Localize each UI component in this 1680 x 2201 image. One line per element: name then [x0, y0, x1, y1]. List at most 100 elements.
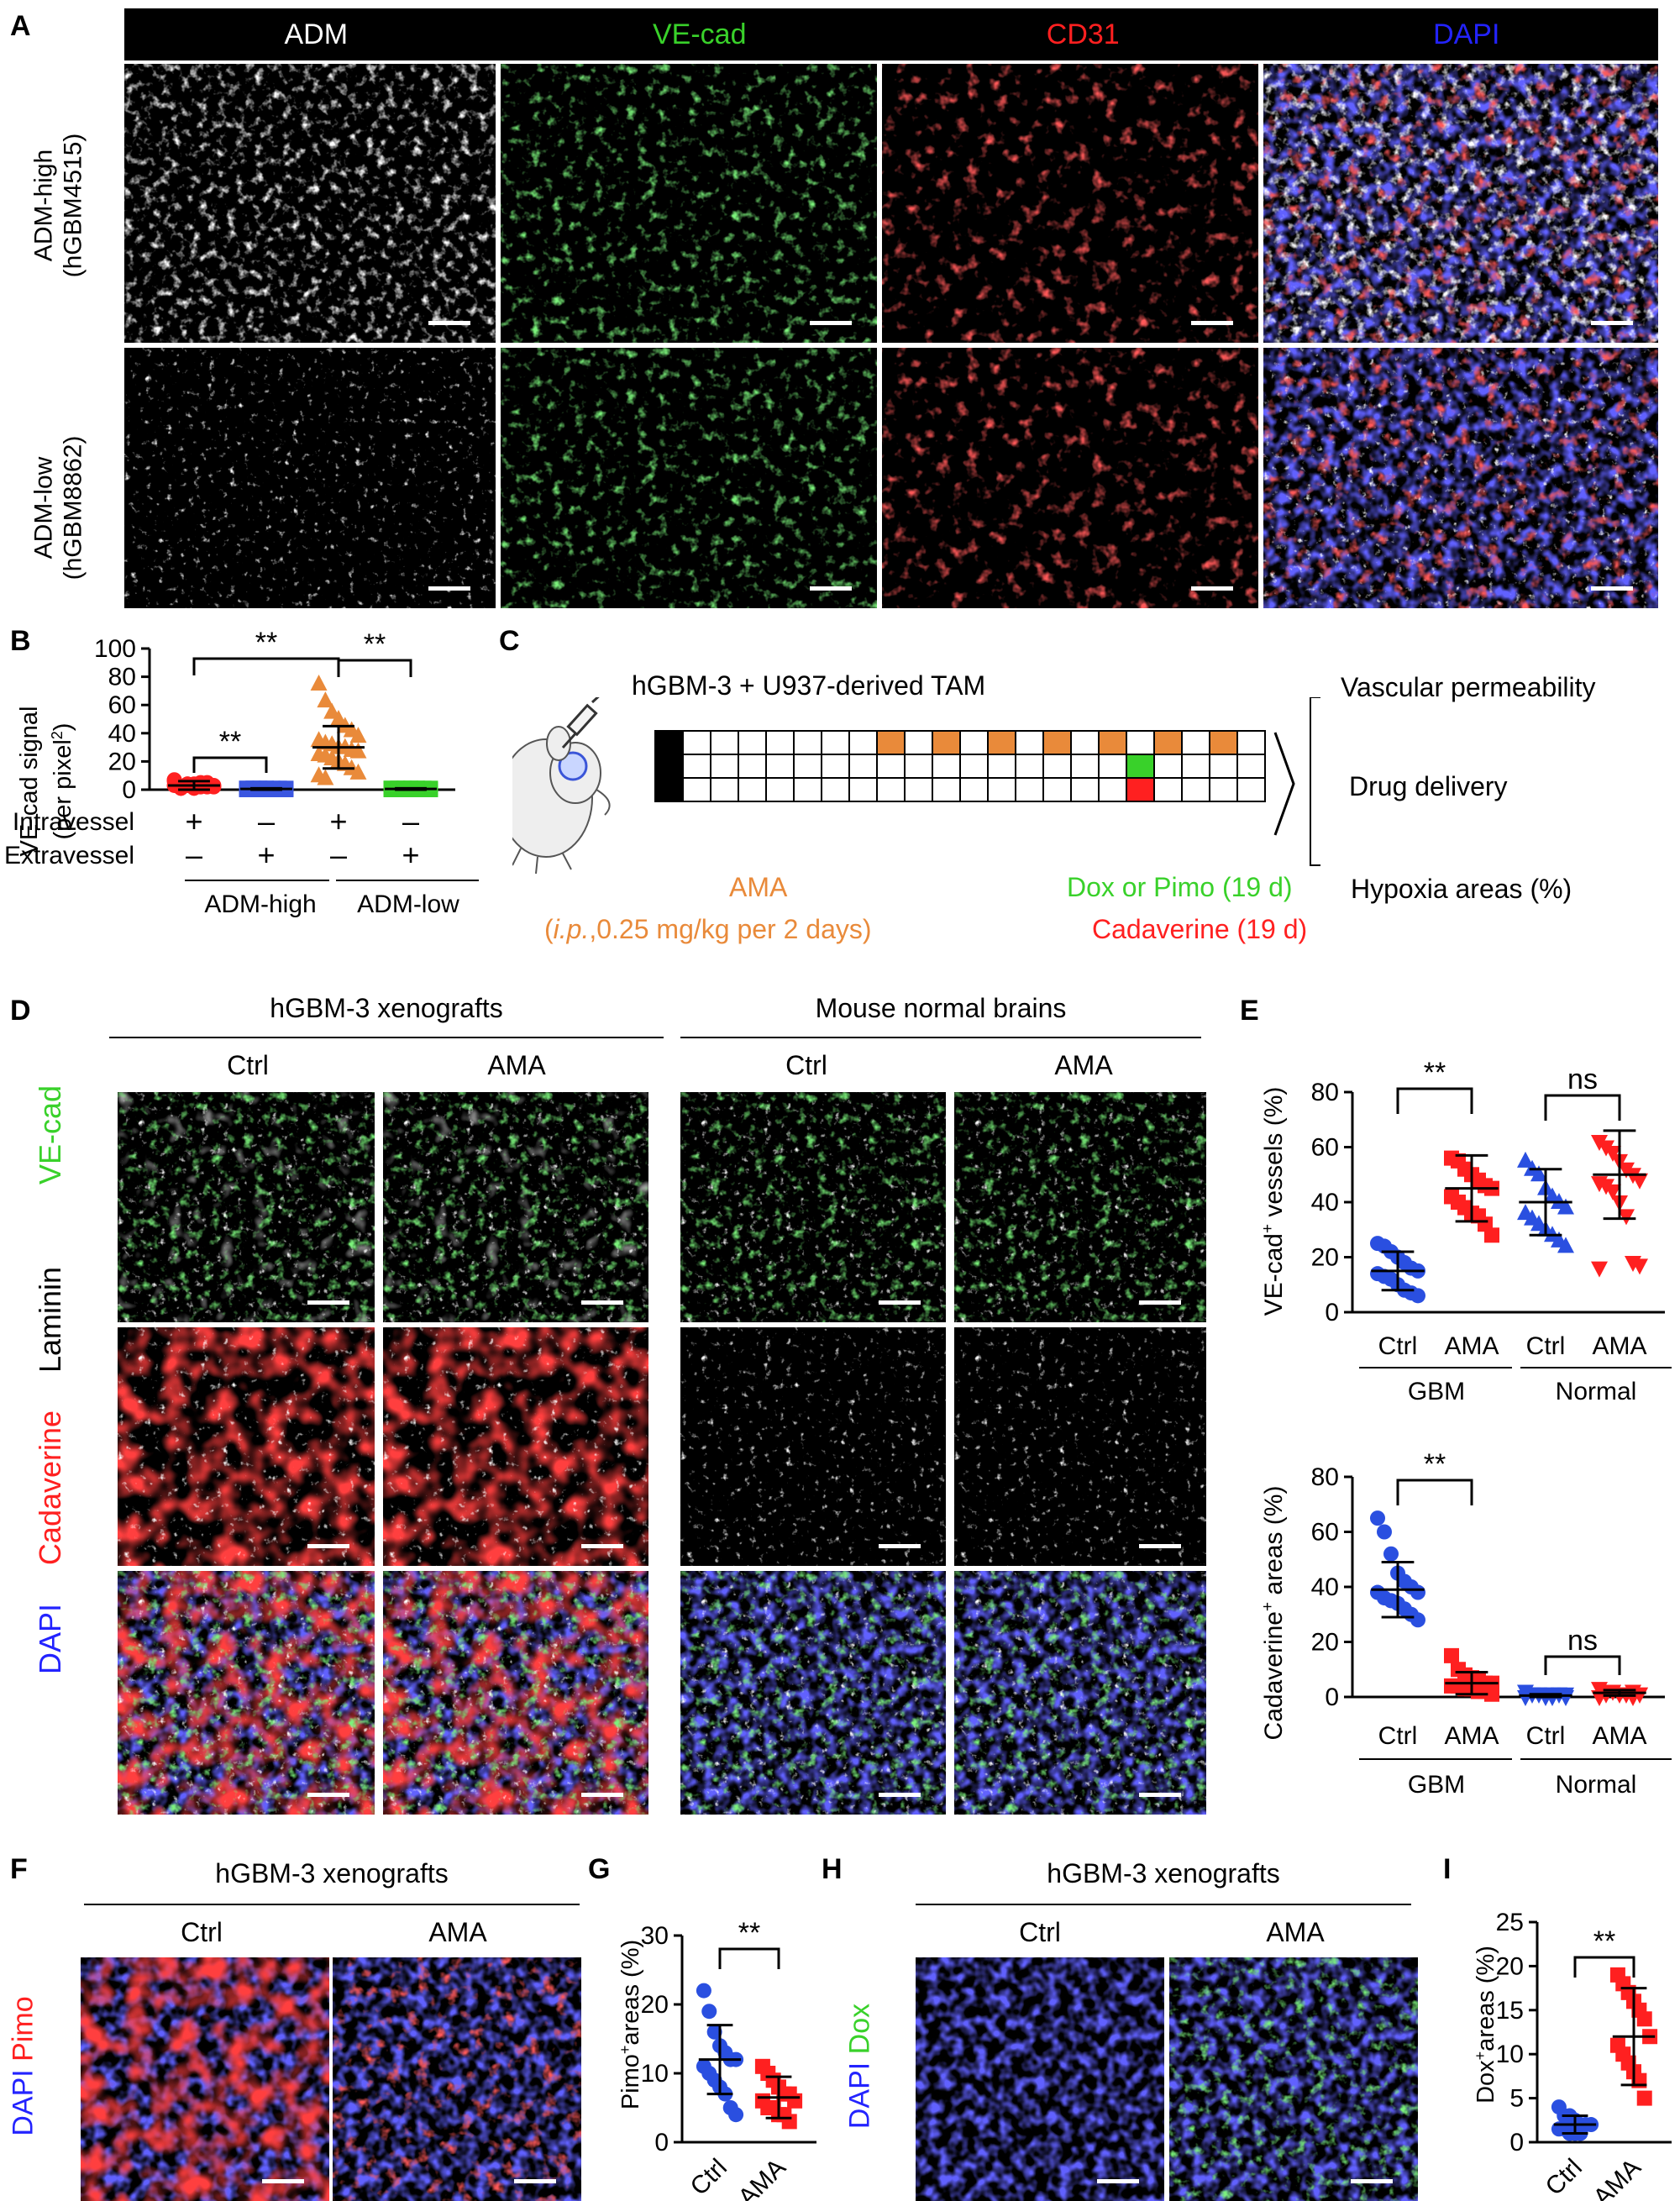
panel-label-i: I [1443, 1853, 1452, 1885]
panel-b-y-tick-40: 40 [108, 720, 136, 748]
panel-h-channel-dox: Dox [843, 2003, 876, 2055]
scale-bar [1351, 2179, 1393, 2183]
scale-bar [1139, 1544, 1181, 1548]
panel-d-image-r2-c4 [954, 1327, 1206, 1566]
panel-h-title-line [916, 1904, 1411, 1905]
panel-label-e: E [1240, 995, 1259, 1027]
row-label-adm-high-sub: (hGBM4515) [59, 133, 87, 278]
panel-f-channel-dapi: DAPI [7, 2069, 39, 2136]
row-label-adm-low-name: ADM-low [29, 456, 58, 559]
schedule-cell [959, 777, 989, 802]
panel-b-point-g1-14 [206, 779, 222, 795]
schedule-cell [848, 777, 878, 802]
panel-e-top-sig-normal: ns [1567, 1064, 1598, 1095]
panel-label-h: H [822, 1853, 843, 1885]
panel-b-intra-sign-4: – [402, 804, 419, 838]
panel-e-bottom-point-g1-1 [1370, 1510, 1385, 1526]
panel-label-c: C [499, 625, 520, 657]
panel-e-bottom-x-2: AMA [1444, 1722, 1499, 1750]
panel-i-x-1: Ctrl [1541, 2154, 1588, 2201]
panel-e-top-x-1: Ctrl [1378, 1332, 1418, 1360]
schedule-cell [1153, 730, 1183, 755]
panel-e-top-point-g2-14 [1484, 1227, 1499, 1243]
panel-i-y-tick-25: 25 [1496, 1909, 1524, 1936]
schedule-cell [793, 754, 822, 779]
panel-g-sig: ** [738, 1917, 760, 1949]
panel-b-point-g3-23 [317, 769, 334, 785]
ama-dose-label: (i.p.,0.25 mg/kg per 2 days) [544, 914, 872, 944]
schedule-cell [1181, 754, 1210, 779]
schedule-cell [1236, 777, 1266, 802]
panel-d-group-normal: Mouse normal brains [815, 993, 1067, 1023]
schedule-cell [682, 730, 711, 755]
panel-e-top-point-g4-7 [1631, 1173, 1648, 1190]
panel-e-top-group-normal: Normal [1556, 1378, 1637, 1405]
schedule-cell [1209, 754, 1238, 779]
panel-b-sig-3: ** [364, 628, 386, 660]
outcome-vascular-permeability: Vascular permeability [1341, 672, 1596, 702]
panel-f-col-ama: AMA [428, 1917, 487, 1947]
panel-b-point-g3-1 [310, 675, 328, 691]
panel-e-bottom-y-tick-20: 20 [1311, 1629, 1339, 1657]
panel-g-point-g2-7 [787, 2093, 803, 2109]
panel-e-top-point-g3-7 [1557, 1198, 1574, 1215]
panel-a-image-adm-low-adm [124, 348, 496, 608]
panel-i-y-label: Dox+areas (%) [1472, 1946, 1499, 2104]
panel-d-image-r2-c3 [680, 1327, 946, 1566]
panel-a-image-adm-high-cd31 [882, 64, 1258, 343]
panel-b-point-g3-21 [349, 763, 367, 780]
panel-f-col-ctrl: Ctrl [181, 1917, 223, 1947]
panel-b-extra-sign-2: + [257, 838, 275, 872]
panel-d-image-r1-c2 [383, 1092, 648, 1322]
schedule-cell [959, 754, 989, 779]
panel-e-bottom-point-g1-7 [1410, 1584, 1425, 1600]
panel-b-intra-sign-1: + [185, 804, 202, 838]
panel-a-image-adm-high-ve-cad [501, 64, 877, 343]
panel-b-extra-sign-4: + [402, 838, 419, 872]
schedule-cell [1070, 730, 1100, 755]
panel-e-bottom-y-tick-0: 0 [1325, 1684, 1339, 1711]
panel-g-y-tick-30: 30 [641, 1922, 669, 1950]
panel-e-top-x-4: AMA [1592, 1332, 1646, 1360]
panel-g-y-tick-20: 20 [641, 1991, 669, 2019]
schedule-cell [1070, 777, 1100, 802]
panel-h-col-ama: AMA [1266, 1917, 1325, 1947]
panel-e-bottom-chart: Cadaverine+ areas (%) 0 20 40 60 80 ** ns Ctrl A… [1259, 1448, 1672, 1799]
panel-e-top-point-g4-15 [1591, 1261, 1608, 1278]
schedule-cell [1181, 777, 1210, 802]
schedule-cell [932, 730, 961, 755]
channel-label-cd31: CD31 [1046, 18, 1120, 50]
panel-e-top-y-tick-0: 0 [1325, 1299, 1339, 1326]
channel-label-dapi: DAPI [1433, 18, 1500, 50]
schedule-cell [710, 730, 739, 755]
panel-e-top-y-tick-80: 80 [1311, 1079, 1339, 1106]
panel-e-top-y-tick-40: 40 [1311, 1189, 1339, 1216]
schedule-cell [876, 730, 906, 755]
panel-label-f: F [10, 1853, 28, 1885]
schedule-cell [793, 730, 822, 755]
panel-e-bottom-group-gbm: GBM [1408, 1771, 1465, 1799]
panel-e-top-sig-gbm: ** [1424, 1057, 1446, 1089]
panel-d-image-r1-c1 [118, 1092, 375, 1322]
scale-bar [514, 2179, 556, 2183]
panel-i-x-2: AMA [1588, 2154, 1646, 2201]
panel-e-bottom-x-4: AMA [1592, 1722, 1646, 1750]
schedule-cell [793, 777, 822, 802]
schedule-cell [1126, 730, 1155, 755]
panel-h-title: hGBM-3 xenografts [1047, 1858, 1280, 1888]
schedule-cell [1209, 777, 1238, 802]
panel-b-extra-sign-3: – [330, 838, 347, 872]
panel-label-b: B [10, 625, 31, 657]
schedule-cell [821, 730, 850, 755]
panel-i-chart: Dox+areas (%) 0 5 10 15 20 25 ** Ctrl AMA [1472, 1909, 1672, 2201]
panel-e-bottom-x-1: Ctrl [1378, 1722, 1418, 1750]
panel-i-y-tick-15: 15 [1496, 1997, 1524, 2025]
panel-i-point-g2-6 [1636, 2011, 1652, 2027]
panel-f-title-line [84, 1904, 580, 1905]
panel-b-row-intravessel: Intravessel [13, 808, 134, 836]
schedule-cell [682, 754, 711, 779]
panel-c-title: hGBM-3 + U937-derived TAM [632, 670, 986, 701]
panel-e-top-chart: VE-cad+ vessels (%) 0 20 40 60 80 ** ns Ctrl AMA… [1259, 1057, 1672, 1405]
panel-b-y-tick-20: 20 [108, 748, 136, 775]
ama-treatment-label: AMA [729, 872, 788, 902]
